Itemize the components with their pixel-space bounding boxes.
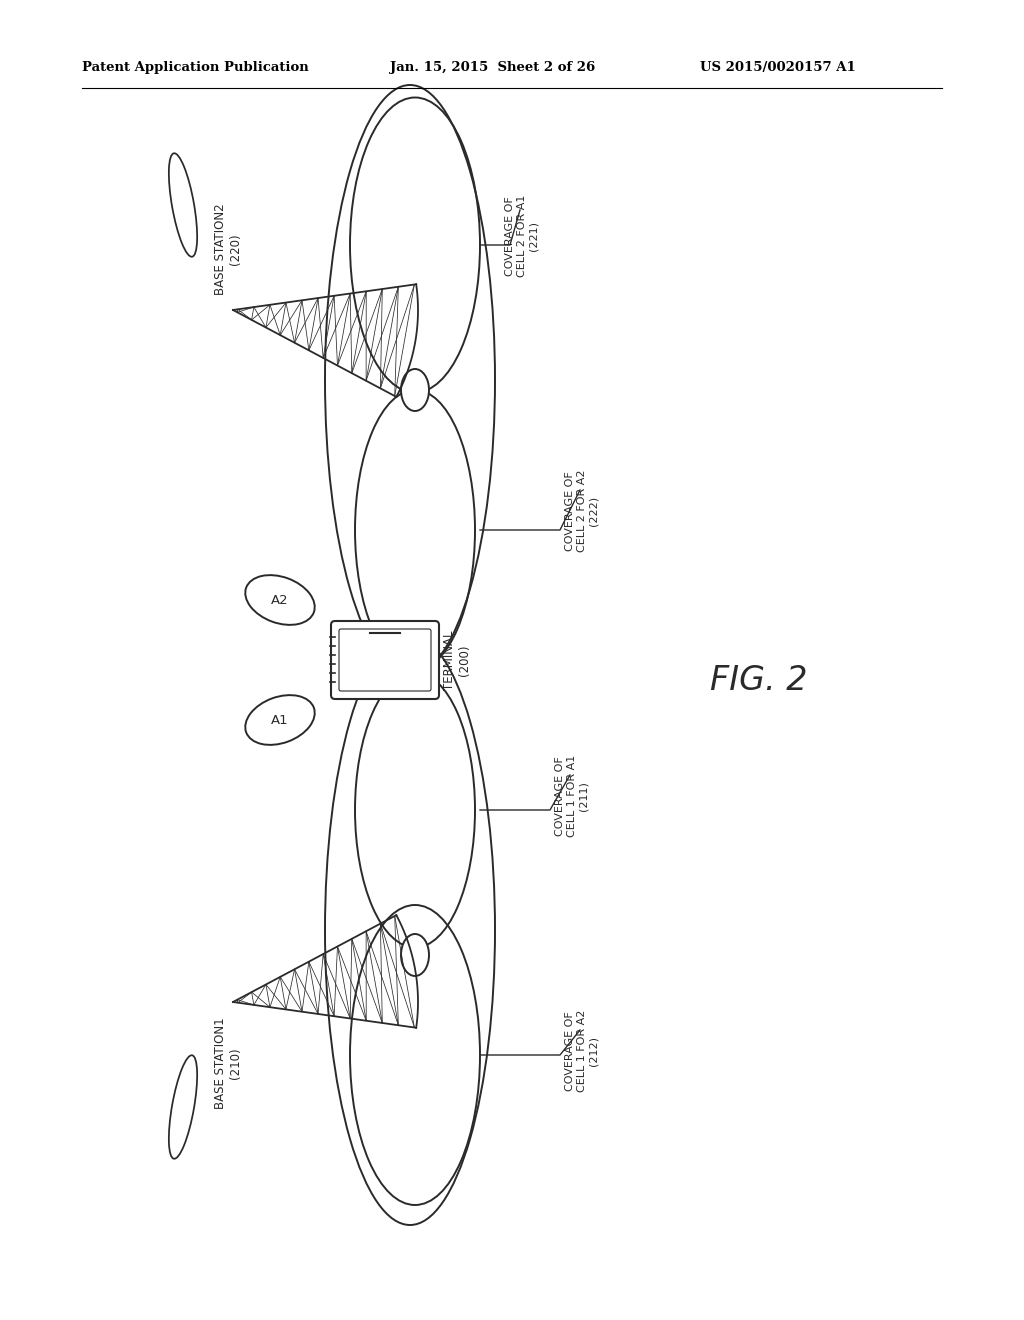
Text: BASE STATION1
(210): BASE STATION1 (210): [214, 1016, 242, 1109]
Text: BASE STATION2
(220): BASE STATION2 (220): [214, 203, 242, 294]
Text: COVERAGE OF
CELL 2 FOR A1
(221): COVERAGE OF CELL 2 FOR A1 (221): [506, 195, 539, 277]
Ellipse shape: [401, 935, 429, 975]
Text: COVERAGE OF
CELL 1 FOR A2
(212): COVERAGE OF CELL 1 FOR A2 (212): [565, 1010, 599, 1093]
Text: Patent Application Publication: Patent Application Publication: [82, 62, 309, 74]
Ellipse shape: [401, 370, 429, 411]
Ellipse shape: [246, 696, 314, 744]
FancyBboxPatch shape: [331, 620, 439, 700]
FancyBboxPatch shape: [339, 630, 431, 690]
Text: A1: A1: [271, 714, 289, 726]
Ellipse shape: [246, 576, 314, 624]
Text: COVERAGE OF
CELL 1 FOR A1
(211): COVERAGE OF CELL 1 FOR A1 (211): [555, 755, 589, 837]
Text: A2: A2: [271, 594, 289, 606]
Text: US 2015/0020157 A1: US 2015/0020157 A1: [700, 62, 856, 74]
Text: Jan. 15, 2015  Sheet 2 of 26: Jan. 15, 2015 Sheet 2 of 26: [390, 62, 595, 74]
Text: FIG. 2: FIG. 2: [710, 664, 808, 697]
Text: COVERAGE OF
CELL 2 FOR A2
(222): COVERAGE OF CELL 2 FOR A2 (222): [565, 470, 599, 553]
Text: TERMINAL
(200): TERMINAL (200): [443, 630, 471, 690]
